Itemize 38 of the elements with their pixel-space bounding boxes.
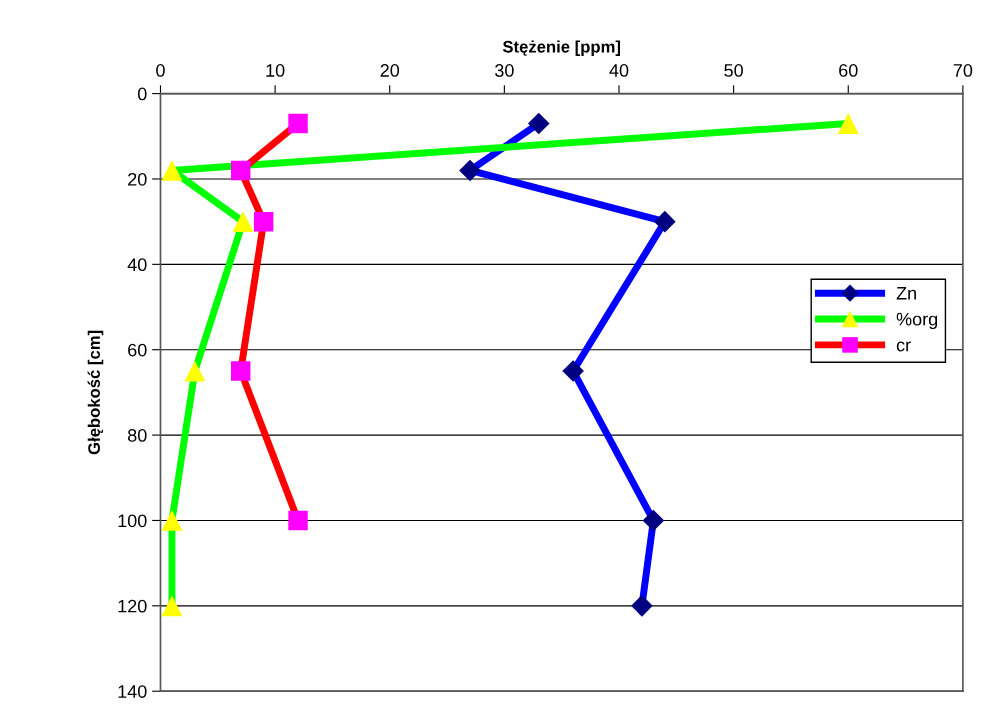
point (253, 211, 274, 232)
x-tick-label: 10 (266, 64, 285, 77)
point (161, 160, 183, 181)
point (161, 595, 183, 617)
point (837, 113, 859, 134)
point (527, 112, 550, 135)
point (232, 211, 254, 233)
x-tick-label: 30 (495, 64, 514, 77)
point (654, 210, 676, 233)
point (184, 360, 206, 382)
x-axis-title: Stężenie [ppm] (502, 40, 621, 56)
y-tick-label: 0 (137, 87, 147, 101)
x-tick-label: 0 (156, 64, 165, 77)
y-tick-label: 40 (127, 258, 147, 272)
y-tick-label: 120 (118, 599, 147, 613)
point (459, 159, 481, 182)
y-tick-label: 60 (128, 343, 147, 357)
point (231, 361, 251, 381)
y-tick-label: 80 (127, 429, 147, 442)
x-tick-label: 40 (609, 64, 629, 77)
x-tick-label: 70 (953, 64, 973, 77)
legend-label: Zn (896, 287, 916, 300)
y-tick-label: 140 (118, 685, 147, 698)
point (631, 595, 653, 617)
legend-label: cr (896, 341, 911, 352)
point (562, 360, 584, 382)
point (642, 509, 665, 532)
y-axis-title: Głębokość [cm] (87, 330, 104, 455)
point (288, 510, 308, 531)
y-tick-label: 100 (118, 514, 147, 528)
point (231, 160, 251, 181)
x-tick-label: 50 (724, 64, 743, 77)
point (288, 113, 308, 134)
legend-label: %org (896, 312, 938, 330)
y-tick-label: 20 (128, 172, 147, 186)
x-tick-label: 20 (380, 64, 400, 77)
point (161, 510, 183, 531)
x-tick-label: 60 (839, 64, 858, 77)
